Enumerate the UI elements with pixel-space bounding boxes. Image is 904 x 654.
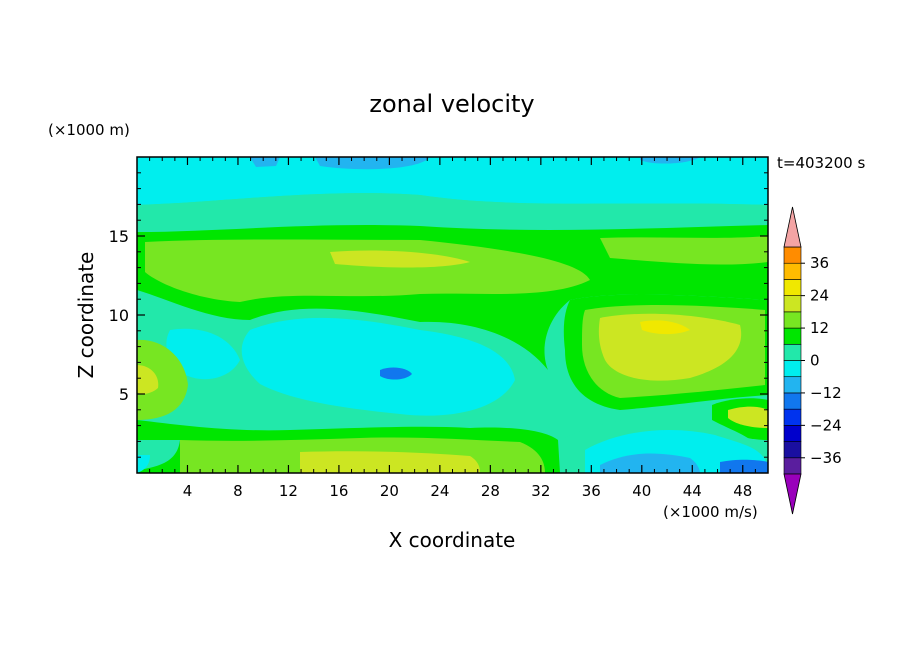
- x-tick-label: 44: [683, 482, 702, 500]
- top-blue-patch-2: [315, 157, 430, 170]
- colorbar-tick-label: 24: [810, 287, 829, 305]
- mid-cyan-region-left: [166, 328, 240, 380]
- lower-right-yellow-blob: [728, 406, 768, 428]
- colorbar-swatch: [783, 246, 802, 264]
- light-green-layer-right: [600, 236, 768, 265]
- colorbar-swatch: [783, 441, 802, 459]
- upper-cyan-band: [137, 157, 768, 205]
- colorbar-tick-label: 0: [810, 352, 820, 370]
- colorbar-swatch: [783, 376, 802, 394]
- top-blue-patch-3: [640, 157, 700, 164]
- blue-core: [380, 367, 412, 380]
- y-tick-label: 15: [109, 227, 129, 246]
- colorbar-under-arrow: [783, 473, 802, 515]
- colorbar-swatch: [783, 360, 802, 378]
- upper-teal-band: [137, 193, 768, 232]
- left-yellow-blob: [137, 365, 159, 394]
- colorbar-tick-label: −12: [810, 384, 842, 402]
- x-tick-label: 8: [233, 482, 243, 500]
- yellow-green-streak: [330, 250, 470, 268]
- y-unit-label: (×1000 m): [48, 121, 130, 139]
- x-tick-label: 24: [430, 482, 449, 500]
- bottom-left-cyan: [137, 455, 150, 473]
- colorbar-tick-label: 12: [810, 319, 829, 337]
- colorbar-tick-label: −36: [810, 449, 842, 467]
- y-tick-label: 5: [119, 385, 129, 404]
- x-tick-label: 40: [632, 482, 651, 500]
- colorbar-tick-label: 36: [810, 254, 829, 272]
- colorbar-swatch: [783, 311, 802, 329]
- x-tick-label: 4: [183, 482, 193, 500]
- x-tick-label: 48: [733, 482, 752, 500]
- colorbar-swatch: [783, 295, 802, 313]
- right-yellow-green-region: [598, 313, 742, 381]
- contour-field: [137, 157, 768, 473]
- x-axis-ticks: 4 8 12 16 20 24 28 32 36 40 44 48: [149, 157, 756, 500]
- colorbar-swatch: [783, 327, 802, 345]
- top-blue-patch-1: [250, 157, 280, 167]
- colorbar-tick-label: −24: [810, 416, 842, 434]
- bottom-right-blue: [600, 453, 700, 473]
- time-label: t=403200 s: [777, 154, 865, 172]
- colorbar-swatch: [783, 408, 802, 426]
- x-tick-label: 36: [582, 482, 601, 500]
- x-tick-label: 32: [531, 482, 550, 500]
- bottom-right-deep-blue: [720, 459, 768, 473]
- bottom-yellow-band: [300, 451, 480, 473]
- left-green-blob: [137, 339, 188, 420]
- chart-title: zonal velocity: [369, 90, 534, 118]
- colorbar-swatch: [783, 279, 802, 296]
- colorbar-over-arrow: [783, 206, 802, 248]
- x-axis-label: X coordinate: [389, 528, 516, 552]
- x-tick-label: 12: [279, 482, 298, 500]
- y-tick-label: 10: [109, 306, 129, 325]
- x-tick-label: 16: [329, 482, 348, 500]
- y-axis-label: Z coordinate: [74, 252, 98, 379]
- x-tick-label: 28: [481, 482, 500, 500]
- colorbar-swatch: [783, 392, 802, 410]
- x-unit-label: (×1000 m/s): [663, 503, 758, 521]
- colorbar-swatch: [783, 457, 802, 475]
- right-yellow-spot: [640, 320, 690, 335]
- light-green-layer: [145, 239, 590, 302]
- colorbar-swatch: [783, 262, 802, 280]
- x-tick-label: 20: [380, 482, 399, 500]
- colorbar-swatch: [783, 425, 802, 442]
- colorbar-swatch: [783, 343, 802, 361]
- mid-cyan-region: [241, 317, 515, 416]
- colorbar: 36 24 12 0 −12 −24 −36: [783, 206, 842, 515]
- y-axis-ticks: 5 10 15: [109, 172, 768, 458]
